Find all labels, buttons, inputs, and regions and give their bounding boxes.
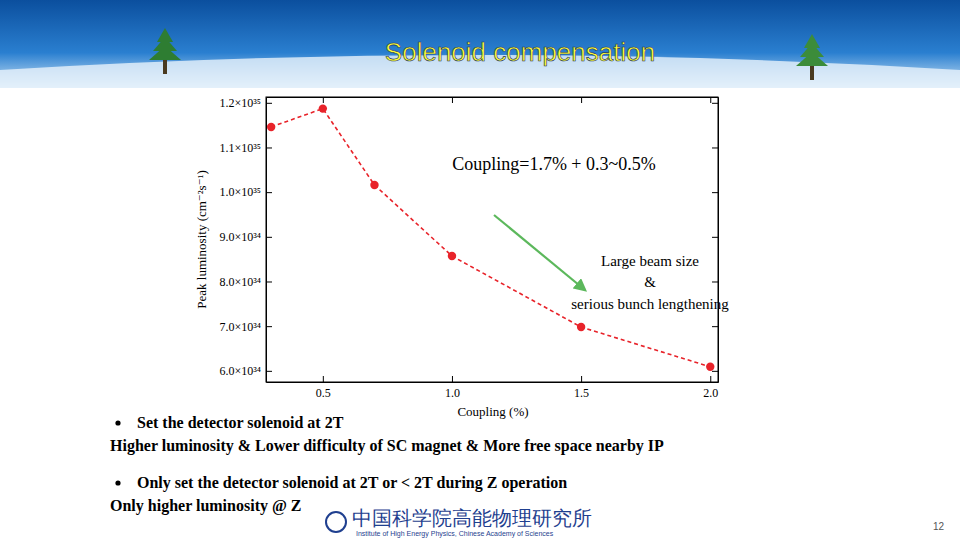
tick-mark (323, 376, 324, 382)
tick-label: 0.5 (316, 386, 331, 400)
data-line (271, 109, 710, 367)
plot-marks (267, 104, 714, 371)
data-point (267, 123, 275, 131)
tick-mark (712, 147, 718, 148)
tick-label: 2.0 (703, 386, 718, 400)
tick-label: 1.0×10³⁵ (219, 185, 261, 199)
footer-logo (326, 512, 346, 532)
bullet-head: Set the detector solenoid at 2T (137, 414, 344, 431)
tick-mark (712, 237, 718, 238)
tick: 1.5 (574, 376, 589, 400)
tree-decoration (149, 28, 181, 74)
tick-label: 9.0×10³⁴ (219, 230, 261, 244)
tick-label: 7.0×10³⁴ (219, 320, 261, 334)
tick: 1.0×10³⁵ (219, 185, 272, 199)
tick-mark (266, 326, 272, 327)
tick (581, 97, 582, 103)
bullet-dot (115, 420, 120, 425)
tree-decoration (796, 34, 828, 80)
x-axis-title: Coupling (%) (457, 404, 528, 419)
y-axis: 6.0×10³⁴ 7.0×10³⁴ 8.0×10³⁴ 9.0×10³⁴ 1.0×10³⁵… (219, 96, 272, 382)
footer-name-zh: 中国科学院高能物理研究所 (352, 507, 592, 529)
tick: 2.0 (703, 376, 718, 400)
page-number: 12 (933, 521, 945, 532)
tick: 0.5 (316, 376, 331, 400)
bullet-detail: Higher luminosity & Lower difficulty of … (110, 437, 664, 455)
header-band (0, 0, 960, 88)
tick-mark (266, 192, 272, 193)
annotation: & (644, 274, 656, 290)
tick-mark (581, 376, 582, 382)
tick-mark (710, 376, 711, 382)
axis-line (266, 98, 267, 383)
axis-line (267, 97, 719, 98)
tick (712, 326, 718, 327)
tick-mark (712, 281, 718, 282)
axis-line (718, 98, 719, 383)
tick: 9.0×10³⁴ (219, 230, 272, 244)
plot-frame (266, 97, 718, 382)
tick-mark (452, 97, 453, 103)
x-axis: 0.5 1.0 1.5 2.0 (267, 376, 719, 400)
slide: Solenoid compensation 0.5 1.0 1.5 2.0 6.0×10³… (0, 0, 960, 540)
tick-mark (266, 371, 272, 372)
slide-title: Solenoid compensation (385, 37, 655, 67)
data-point (448, 252, 456, 260)
tick: 6.0×10³⁴ (219, 364, 272, 378)
annotation: Large beam size (601, 253, 699, 269)
tick-mark (712, 192, 718, 193)
tick-label: 1.0 (445, 386, 460, 400)
annotation: Coupling=1.7% + 0.3~0.5% (452, 154, 656, 174)
tick-mark (712, 371, 718, 372)
tick-mark (452, 376, 453, 382)
axis-line (267, 382, 719, 383)
y-axis-right (712, 98, 719, 383)
tick (710, 97, 711, 103)
tick: 1.2×10³⁵ (219, 96, 272, 110)
tick-mark (266, 103, 272, 104)
tick-label: 1.5 (574, 386, 589, 400)
tick-mark (710, 97, 711, 103)
tick-label: 8.0×10³⁴ (219, 275, 261, 289)
tick: 1.0 (445, 376, 460, 400)
tick-mark (266, 147, 272, 148)
tick-mark (266, 237, 272, 238)
footer-name-en: Institute of High Energy Physics, Chines… (356, 530, 554, 538)
tick-mark (266, 281, 272, 282)
tick-mark (323, 97, 324, 103)
data-point (370, 181, 378, 189)
tick-mark (712, 326, 718, 327)
tick-label: 1.2×10³⁵ (219, 96, 261, 110)
tick-label: 1.1×10³⁵ (219, 141, 261, 155)
data-point (319, 104, 327, 112)
tick: 7.0×10³⁴ (219, 320, 272, 334)
bullet-dot (115, 480, 120, 485)
annotation: serious bunch lengthening (571, 296, 729, 312)
tick (712, 192, 718, 193)
tick (712, 371, 718, 372)
tick (712, 103, 718, 104)
tick (323, 97, 324, 103)
bullet-detail: Only higher luminosity @ Z (110, 497, 302, 515)
tick: 1.1×10³⁵ (219, 141, 272, 155)
data-point (706, 363, 714, 371)
tick: 8.0×10³⁴ (219, 275, 272, 289)
tick-mark (712, 103, 718, 104)
tick (452, 97, 453, 103)
data-point (577, 323, 585, 331)
x-axis-top (267, 97, 719, 103)
annotation-arrow (494, 215, 585, 290)
tick (712, 281, 718, 282)
tick (712, 237, 718, 238)
tick (712, 147, 718, 148)
bullet-head: Only set the detector solenoid at 2T or … (137, 474, 567, 492)
y-axis-title: Peak luminosity (cm⁻²s⁻¹) (194, 170, 209, 309)
tick-label: 6.0×10³⁴ (219, 364, 261, 378)
tick-mark (581, 97, 582, 103)
